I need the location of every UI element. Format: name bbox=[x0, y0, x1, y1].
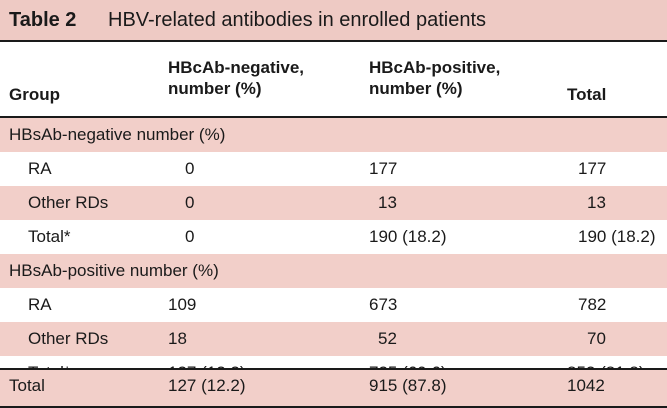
table-row: RA 0 177 177 bbox=[0, 152, 667, 186]
cell-total: 190 (18.2) bbox=[578, 227, 656, 246]
header-pos-line1: HBcAb-positive, bbox=[369, 58, 501, 77]
cell-total: 13 bbox=[587, 193, 606, 212]
cell-group: Total bbox=[9, 376, 45, 395]
header-pos-line2: number (%) bbox=[369, 79, 463, 98]
cell-hbcab-negative: 127 (12.2) bbox=[168, 376, 246, 395]
cell-total: 177 bbox=[578, 159, 607, 178]
cell-hbcab-positive: 52 bbox=[378, 329, 397, 348]
header-neg-line2: number (%) bbox=[168, 79, 262, 98]
section-heading: HBsAb-negative number (%) bbox=[9, 125, 226, 144]
table-row: Total* 0 190 (18.2) 190 (18.2) bbox=[0, 220, 667, 254]
table-row: RA 109 673 782 bbox=[0, 288, 667, 322]
cell-hbcab-positive: 673 bbox=[369, 295, 398, 314]
table-caption: HBV-related antibodies in enrolled patie… bbox=[108, 9, 487, 31]
cell-group: Other RDs bbox=[28, 193, 109, 212]
cell-hbcab-negative: 109 bbox=[168, 295, 197, 314]
table-header: Group HBcAb-negative, number (%) HBcAb-p… bbox=[0, 42, 667, 116]
header-total: Total bbox=[567, 85, 607, 104]
cell-hbcab-positive: 177 bbox=[369, 159, 398, 178]
header-hbcab-negative: HBcAb-negative, number (%) bbox=[168, 57, 304, 99]
section-heading-row: HBsAb-positive number (%) bbox=[0, 254, 667, 288]
grand-total-rule bbox=[0, 368, 667, 370]
cell-group: Total* bbox=[28, 227, 71, 246]
cell-group: Other RDs bbox=[28, 329, 109, 348]
header-rule bbox=[0, 116, 667, 118]
cell-hbcab-negative: 18 bbox=[168, 329, 187, 348]
cell-group: RA bbox=[28, 159, 52, 178]
header-hbcab-positive: HBcAb-positive, number (%) bbox=[369, 57, 500, 99]
cell-hbcab-negative: 0 bbox=[185, 159, 195, 178]
cell-total: 782 bbox=[578, 295, 607, 314]
cell-group: RA bbox=[28, 295, 52, 314]
header-neg-line1: HBcAb-negative, bbox=[168, 58, 305, 77]
cell-hbcab-positive: 13 bbox=[378, 193, 397, 212]
section-heading-row: HBsAb-negative number (%) bbox=[0, 118, 667, 152]
header-group: Group bbox=[9, 85, 60, 104]
table-row: Other RDs 18 52 70 bbox=[0, 322, 667, 356]
table-title-bar: Table 2 HBV-related antibodies in enroll… bbox=[0, 0, 667, 42]
cell-total: 1042 bbox=[567, 376, 605, 395]
cell-total: 70 bbox=[587, 329, 606, 348]
cell-hbcab-negative: 0 bbox=[185, 227, 195, 246]
table-row: Other RDs 0 13 13 bbox=[0, 186, 667, 220]
table-number: Table 2 bbox=[9, 9, 77, 31]
bottom-rule bbox=[0, 406, 667, 408]
grand-total-row: Total 127 (12.2) 915 (87.8) 1042 bbox=[0, 370, 667, 408]
section-heading: HBsAb-positive number (%) bbox=[9, 261, 219, 280]
cell-hbcab-positive: 190 (18.2) bbox=[369, 227, 447, 246]
cell-hbcab-negative: 0 bbox=[185, 193, 195, 212]
cell-hbcab-positive: 915 (87.8) bbox=[369, 376, 447, 395]
